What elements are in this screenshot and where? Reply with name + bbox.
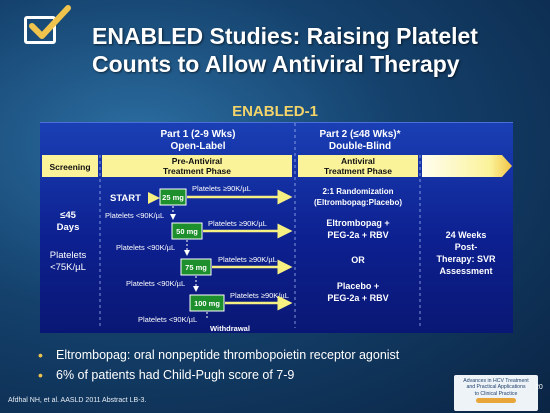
platelets-low-label-4: Platelets <90K/µL <box>138 315 197 324</box>
logo-line3: to Clinical Practice <box>474 390 518 397</box>
platelets-high-label-3: Platelets ≥90K/µL <box>218 255 277 264</box>
followup-header-arrow <box>422 155 512 177</box>
checkmark-icon <box>29 5 71 39</box>
diagram-title: ENABLED-1 <box>232 103 318 120</box>
slide-title-line1: ENABLED Studies: Raising Platelet <box>92 23 478 49</box>
withdrawal-label: Withdrawal <box>210 324 250 333</box>
checkbox-logo-frame <box>24 16 56 44</box>
arm1-line2: PEG-2a + RBV <box>327 230 388 240</box>
dose-label-50mg: 50 mg <box>176 227 198 236</box>
part1-header-line1: Part 1 (2-9 Wks) <box>160 129 235 140</box>
platelets-low-label-2: Platelets <90K/µL <box>116 243 175 252</box>
randomization-line2: (Eltrombopag:Placebo) <box>314 198 402 207</box>
dose-box-75mg <box>180 258 212 276</box>
platelets-low-label-3: Platelets <90K/µL <box>126 279 185 288</box>
part2-header-line2: Double-Blind <box>329 141 391 152</box>
platelets-high-label-2: Platelets ≥90K/µL <box>208 219 267 228</box>
randomization-line1: 2:1 Randomization <box>322 187 393 196</box>
dose-box-50mg <box>171 222 203 240</box>
days-line1: ≤45 <box>60 210 76 221</box>
dose-label-25mg: 25 mg <box>162 193 184 202</box>
preantiviral-label-line1: Pre-Antiviral <box>172 156 223 166</box>
dose-box-100mg <box>189 294 225 312</box>
or-label: OR <box>351 255 365 265</box>
dose-label-75mg: 75 mg <box>185 263 207 272</box>
bullet-item: Eltrombopag: oral nonpeptide thrombopoie… <box>38 345 458 365</box>
slide-title: ENABLED Studies: Raising Platelet Counts… <box>92 22 542 78</box>
slide-title-line2: Counts to Allow Antiviral Therapy <box>92 51 460 77</box>
dose-box-25mg <box>159 188 187 206</box>
dose-label-100mg: 100 mg <box>194 299 220 308</box>
preantiviral-header <box>102 155 292 177</box>
study-design-diagram: Part 1 (2-9 Wks) Open-Label Part 2 (≤48 … <box>40 122 513 333</box>
antiviral-label-line2: Treatment Phase <box>324 166 392 176</box>
preantiviral-label-line2: Treatment Phase <box>163 166 231 176</box>
followup-line1: 24 Weeks <box>446 230 487 240</box>
followup-line2: Post- <box>455 242 478 252</box>
screening-header <box>42 155 98 177</box>
followup-line3: Therapy: SVR <box>436 254 496 264</box>
platelets-high-label-4: Platelets ≥90K/µL <box>230 291 289 300</box>
days-line2: Days <box>57 222 80 233</box>
antiviral-header <box>298 155 418 177</box>
arm2-line1: Placebo + <box>337 281 379 291</box>
platelets-low-label-1: Platelets <90K/µL <box>105 211 164 220</box>
part2-header-line1: Part 2 (≤48 Wks)* <box>319 129 400 140</box>
program-logo: Advances in HCV Treatment and Practical … <box>454 375 538 411</box>
logo-line2: and Practical Applications <box>466 384 526 391</box>
start-label: START <box>110 193 141 204</box>
citation: Afdhal NH, et al. AASLD 2011 Abstract LB… <box>8 397 147 404</box>
arm1-line1: Eltrombopag + <box>326 218 389 228</box>
platelets-line2: <75K/µL <box>50 262 86 273</box>
bullet-list: Eltrombopag: oral nonpeptide thrombopoie… <box>38 345 458 385</box>
platelets-high-label-1: Platelets ≥90K/µL <box>192 184 251 193</box>
logo-line1: Advances in HCV Treatment <box>463 378 529 384</box>
page-number: 20 <box>535 384 543 391</box>
bullet-item: 6% of patients had Child-Pugh score of 7… <box>38 365 458 385</box>
logo-badge-icon <box>476 398 516 404</box>
screening-label: Screening <box>49 162 90 172</box>
platelets-line1: Platelets <box>50 250 87 261</box>
followup-line4: Assessment <box>439 266 492 276</box>
antiviral-label-line1: Antiviral <box>341 156 375 166</box>
arm2-line2: PEG-2a + RBV <box>327 293 388 303</box>
part1-header-line2: Open-Label <box>170 141 225 152</box>
